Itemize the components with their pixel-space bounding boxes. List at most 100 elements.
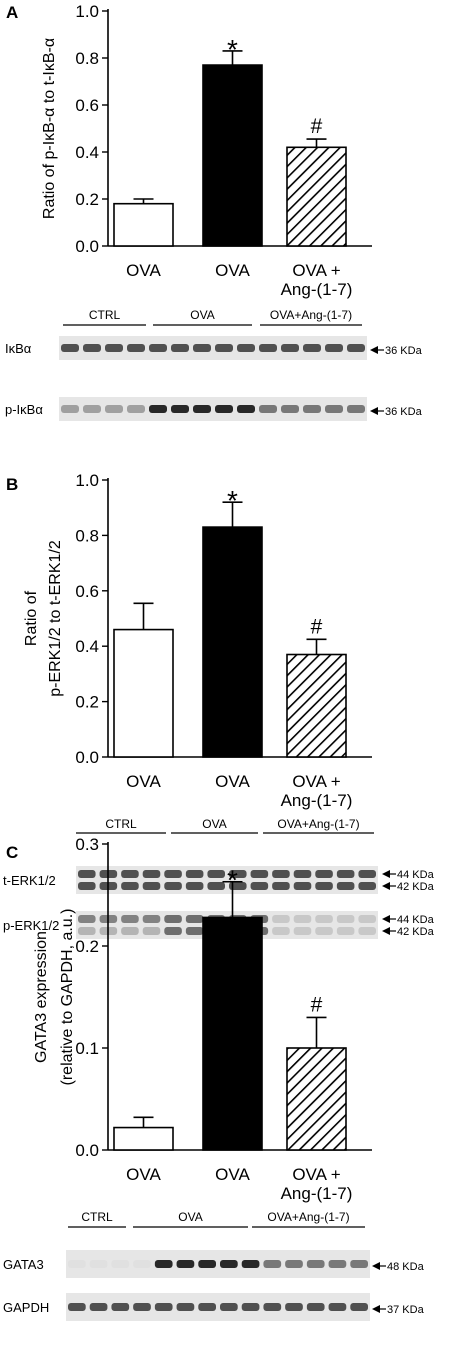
panel-a: A 0.0 0.2 0.4 0.6 0.8 1.0 Ratio of p-IκB-α to t…	[5, 2, 423, 421]
y-tick-label: 0.2	[75, 190, 99, 209]
blot-band	[121, 927, 139, 935]
category-label: Ang-(1-7)	[281, 1184, 353, 1203]
panel-letter: B	[6, 475, 18, 494]
blot-band	[229, 870, 247, 878]
blot-band	[61, 405, 79, 413]
marker-arrow-icon	[382, 882, 390, 890]
blot-band	[293, 927, 312, 935]
marker-arrow-icon	[370, 346, 378, 354]
marker-label: 36 KDa	[385, 345, 423, 357]
blot-row-label: GATA3	[3, 1257, 44, 1272]
blot-band	[78, 882, 96, 890]
blot-band	[142, 882, 161, 890]
blot-band	[176, 1303, 195, 1311]
blot-band	[336, 882, 355, 890]
blot-band	[185, 927, 204, 935]
bar	[113, 1126, 174, 1151]
y-tick-label: 1.0	[75, 2, 99, 21]
blot-band	[133, 1303, 151, 1311]
blot-band	[237, 405, 255, 413]
blot-band	[78, 915, 96, 923]
bar	[113, 202, 174, 247]
category-label: OVA	[215, 1165, 250, 1184]
blot-group-label: OVA	[190, 308, 214, 322]
y-tick-label: 0.0	[75, 748, 99, 767]
blot-band	[68, 1303, 86, 1311]
y-tick-label: 0.6	[75, 582, 99, 601]
blot-band	[263, 1260, 282, 1268]
marker-arrow-icon	[372, 1262, 380, 1270]
y-axis-label: p-ERK1/2 to t-ERK1/2	[47, 540, 64, 697]
blot-band	[127, 344, 145, 352]
marker-label: 44 KDa	[397, 869, 435, 881]
blot-band	[220, 1260, 238, 1268]
blot-band	[111, 1260, 130, 1268]
blot-band	[358, 870, 376, 878]
y-axis-label: Ratio of p-IκB-α to t-IκB-α	[41, 38, 58, 219]
blot-band	[207, 870, 225, 878]
panel-letter: A	[6, 3, 18, 22]
blot-band	[285, 1303, 303, 1311]
blot-band	[325, 405, 343, 413]
y-tick-label: 0.4	[75, 143, 99, 162]
bar	[286, 146, 347, 247]
blot-band	[272, 927, 290, 935]
significance-star: *	[227, 485, 238, 516]
blot-band	[78, 870, 96, 878]
blot-band	[149, 344, 167, 352]
blot-band	[111, 1303, 130, 1311]
blot-band	[164, 927, 182, 935]
bar	[202, 526, 263, 758]
blot-band	[303, 405, 321, 413]
category-label: OVA +	[292, 1165, 340, 1184]
marker-arrow-icon	[382, 915, 390, 923]
marker-arrow-icon	[370, 407, 378, 415]
blot-band	[306, 1303, 325, 1311]
blot-band	[220, 1303, 238, 1311]
category-label: OVA	[215, 772, 250, 791]
blot-band	[154, 1260, 173, 1268]
blot-band	[303, 344, 321, 352]
blot-band	[78, 927, 96, 935]
western-blot: CTRL OVA OVA+Ang-(1-7) IκBα 36 KDa p-IκBα 36 K…	[5, 308, 423, 421]
blot-band	[215, 405, 233, 413]
blot-band	[281, 405, 299, 413]
blot-band	[198, 1260, 216, 1268]
blot-band	[347, 344, 365, 352]
blot-row-label: p-IκBα	[5, 402, 43, 417]
blot-band	[171, 344, 189, 352]
y-tick-label: 0.0	[75, 1141, 99, 1160]
significance-hash: #	[311, 993, 323, 1016]
blot-band	[149, 405, 167, 413]
y-tick-label: 0.2	[75, 693, 99, 712]
significance-hash: #	[311, 615, 323, 638]
blot-band	[336, 870, 355, 878]
y-axis-label: Ratio of	[23, 590, 40, 646]
marker-label: 42 KDa	[397, 926, 435, 938]
blot-band	[164, 870, 182, 878]
blot-band	[241, 1303, 260, 1311]
blot-band	[336, 927, 355, 935]
blot-band	[281, 344, 299, 352]
category-label: Ang-(1-7)	[281, 280, 353, 299]
category-label: OVA +	[292, 261, 340, 280]
blot-band	[127, 405, 145, 413]
blot-band	[176, 1260, 195, 1268]
y-tick-label: 1.0	[75, 471, 99, 490]
significance-star: *	[227, 34, 238, 65]
blot-band	[315, 870, 333, 878]
panel-b: B 0.0 0.2 0.4 0.6 0.8 1.0 Ratio of p-ERK1/2 to t…	[3, 471, 435, 939]
blot-band	[272, 882, 290, 890]
blot-band	[336, 915, 355, 923]
y-tick-label: 0.4	[75, 637, 99, 656]
blot-band	[83, 405, 101, 413]
blot-band	[328, 1303, 347, 1311]
blot-band	[325, 344, 343, 352]
blot-band	[89, 1260, 108, 1268]
blot-band	[83, 344, 101, 352]
blot-band	[241, 1260, 260, 1268]
blot-band	[328, 1260, 347, 1268]
blot-band	[121, 870, 139, 878]
blot-band	[347, 405, 365, 413]
